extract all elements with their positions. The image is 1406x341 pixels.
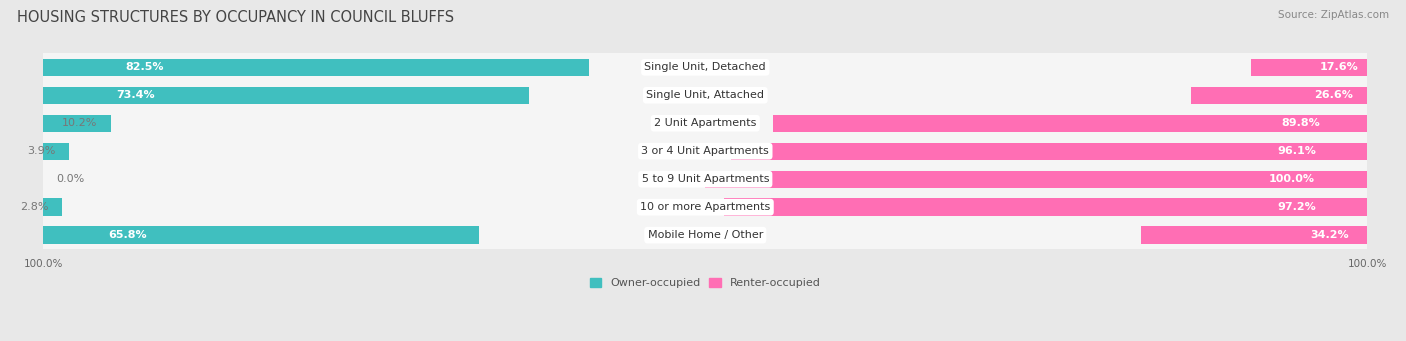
Text: 97.2%: 97.2% xyxy=(1277,202,1316,212)
Text: 34.2%: 34.2% xyxy=(1310,230,1350,240)
Bar xyxy=(44,165,1367,193)
Bar xyxy=(44,193,1367,221)
Bar xyxy=(44,137,1367,165)
Text: 89.8%: 89.8% xyxy=(1281,118,1320,128)
Bar xyxy=(44,59,589,76)
Text: 10 or more Apartments: 10 or more Apartments xyxy=(640,202,770,212)
Bar xyxy=(44,198,62,216)
Text: 100.0%: 100.0% xyxy=(1268,174,1315,184)
Text: 73.4%: 73.4% xyxy=(117,90,155,100)
Text: 3.9%: 3.9% xyxy=(28,146,56,156)
Text: HOUSING STRUCTURES BY OCCUPANCY IN COUNCIL BLUFFS: HOUSING STRUCTURES BY OCCUPANCY IN COUNC… xyxy=(17,10,454,25)
Text: 3 or 4 Unit Apartments: 3 or 4 Unit Apartments xyxy=(641,146,769,156)
Text: Single Unit, Detached: Single Unit, Detached xyxy=(644,62,766,72)
Text: 26.6%: 26.6% xyxy=(1315,90,1353,100)
Bar xyxy=(706,170,1367,188)
Text: 82.5%: 82.5% xyxy=(125,62,163,72)
Text: Single Unit, Attached: Single Unit, Attached xyxy=(647,90,765,100)
Bar xyxy=(724,198,1367,216)
Bar xyxy=(1251,59,1367,76)
Text: 17.6%: 17.6% xyxy=(1319,62,1358,72)
Bar xyxy=(1191,87,1367,104)
Bar xyxy=(773,115,1367,132)
Text: 2.8%: 2.8% xyxy=(20,202,49,212)
Text: 65.8%: 65.8% xyxy=(108,230,148,240)
Bar xyxy=(44,221,1367,249)
Text: 96.1%: 96.1% xyxy=(1278,146,1316,156)
Bar xyxy=(44,115,111,132)
Text: 10.2%: 10.2% xyxy=(62,118,97,128)
Text: Mobile Home / Other: Mobile Home / Other xyxy=(648,230,763,240)
Bar xyxy=(44,143,69,160)
Text: Source: ZipAtlas.com: Source: ZipAtlas.com xyxy=(1278,10,1389,20)
Bar xyxy=(44,53,1367,81)
Bar xyxy=(44,87,529,104)
Bar xyxy=(731,143,1367,160)
Text: 5 to 9 Unit Apartments: 5 to 9 Unit Apartments xyxy=(641,174,769,184)
Bar xyxy=(1140,226,1367,244)
Text: 2 Unit Apartments: 2 Unit Apartments xyxy=(654,118,756,128)
Text: 0.0%: 0.0% xyxy=(56,174,84,184)
Bar xyxy=(44,226,479,244)
Bar xyxy=(44,109,1367,137)
Legend: Owner-occupied, Renter-occupied: Owner-occupied, Renter-occupied xyxy=(586,274,825,293)
Bar xyxy=(44,81,1367,109)
